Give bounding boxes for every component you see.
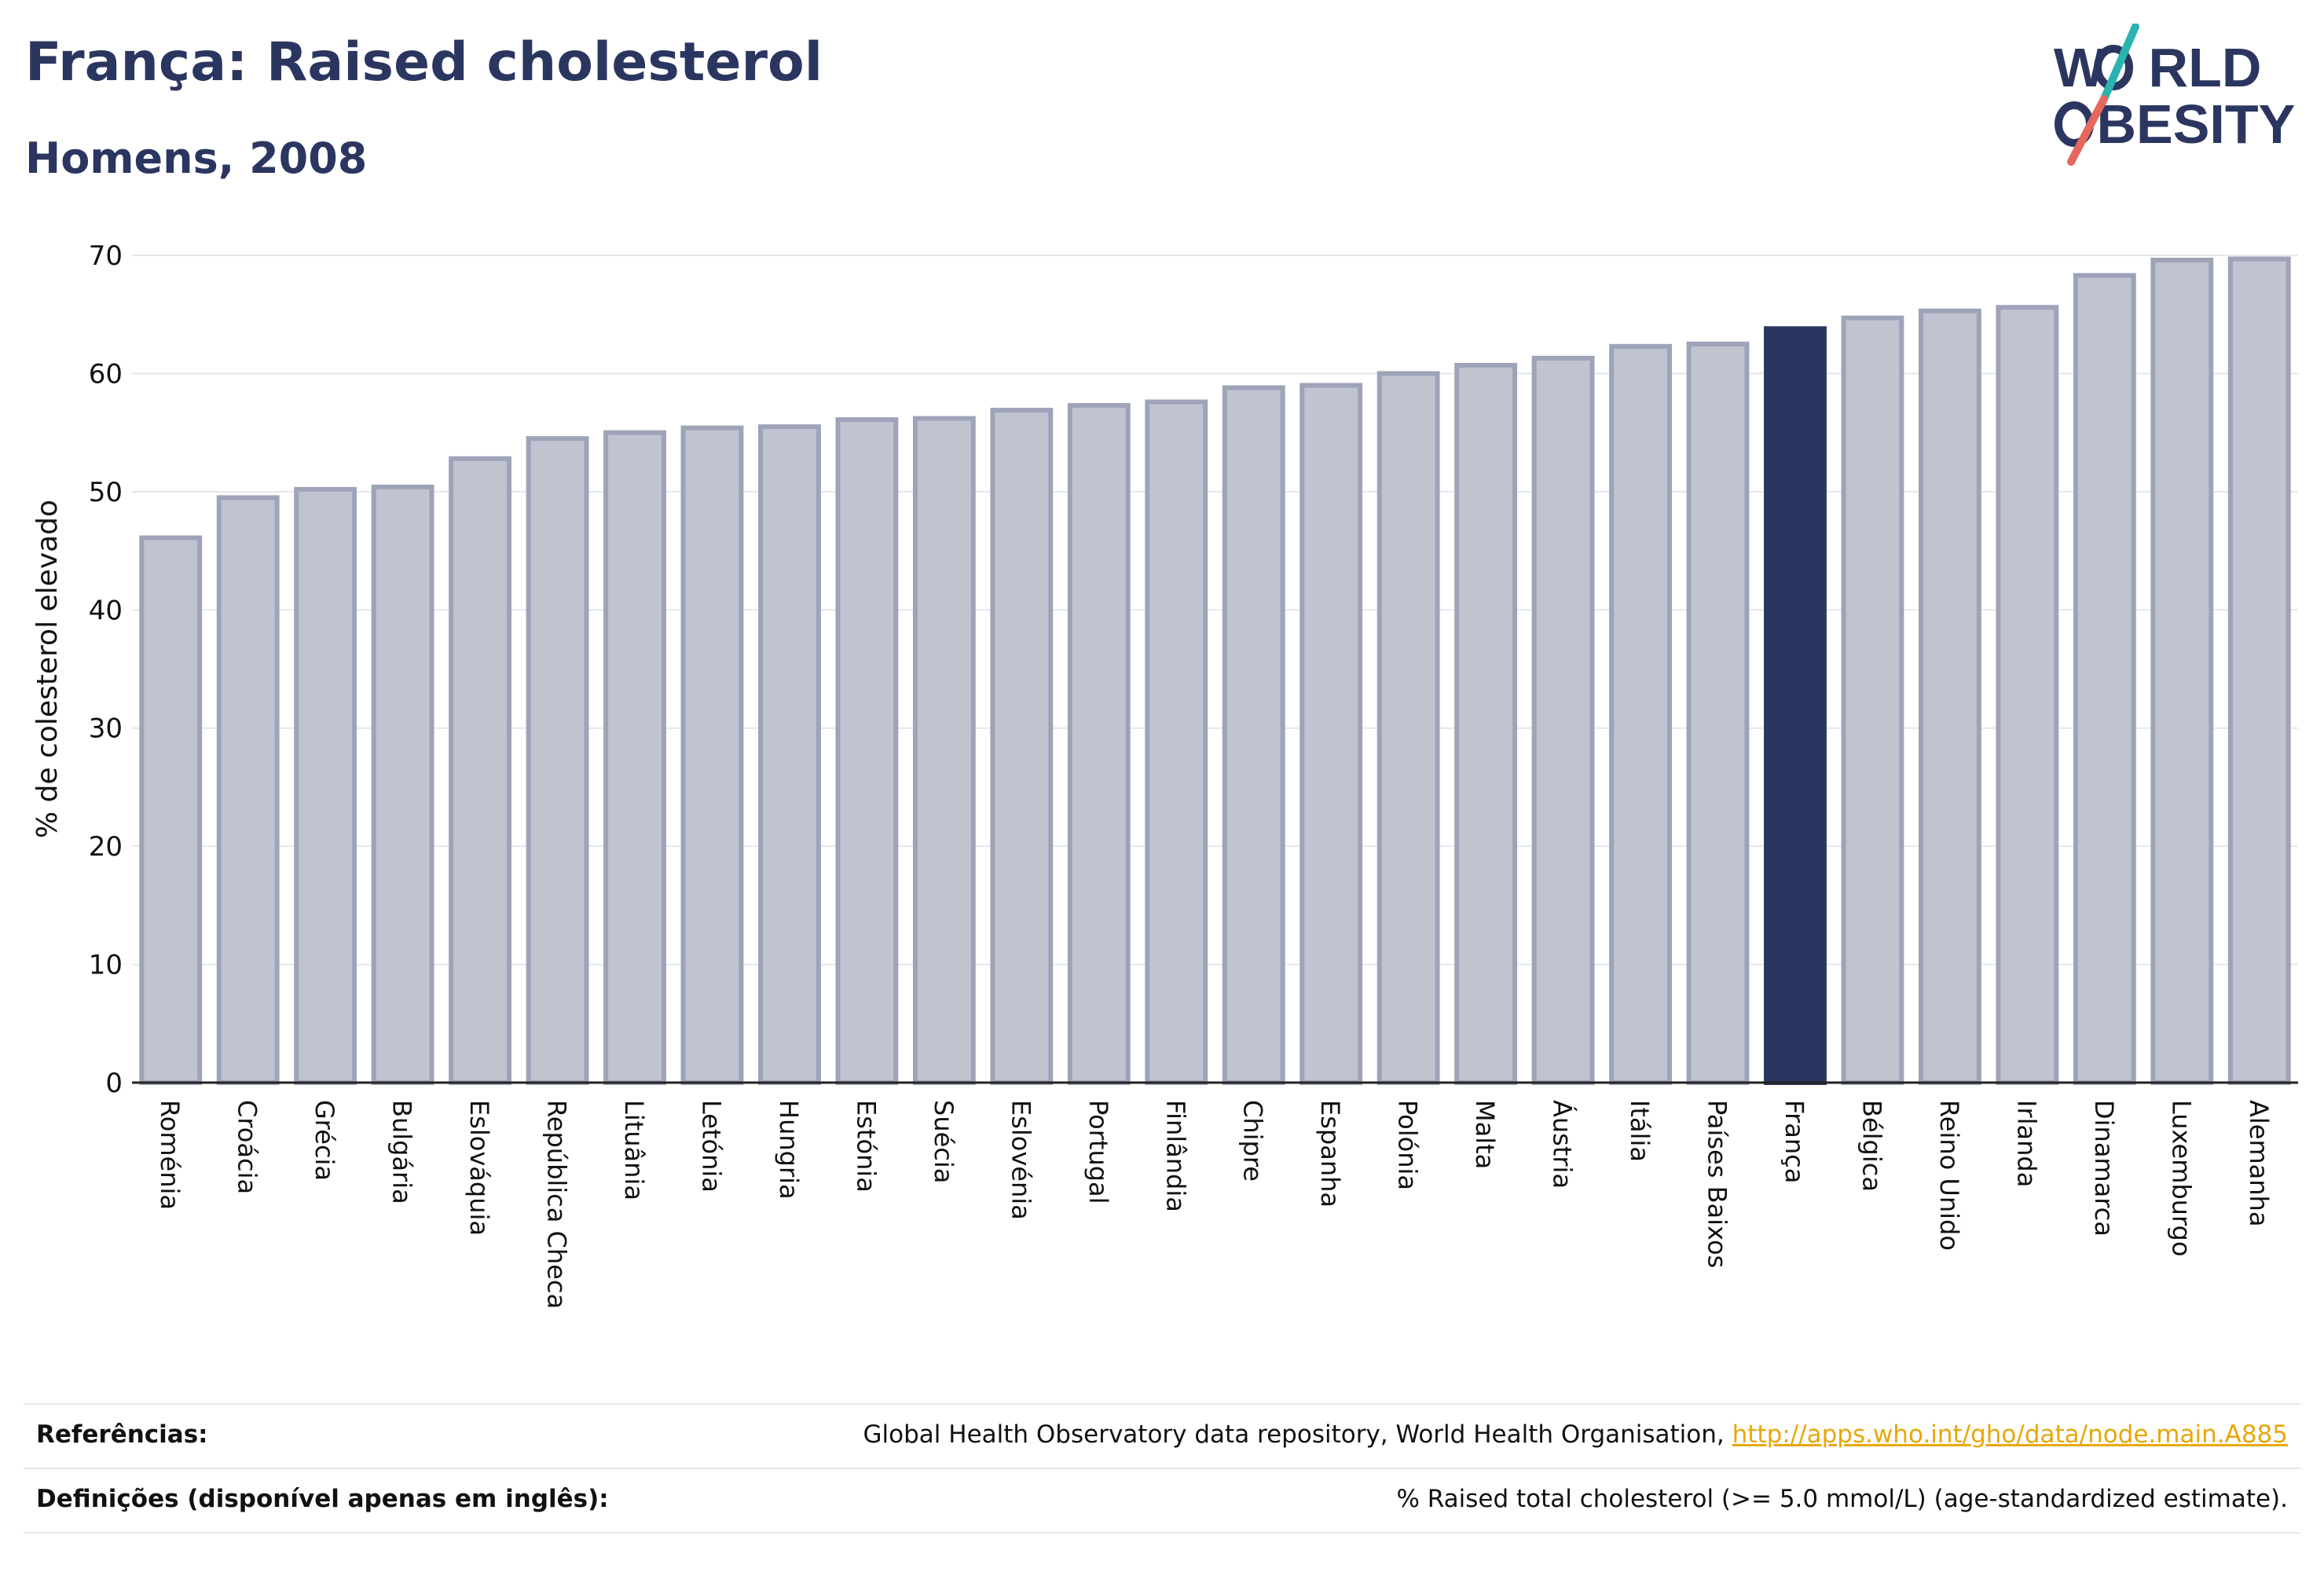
footer-middle-rule bbox=[24, 1468, 2300, 1469]
x-tick-label: Luxemburgo bbox=[2166, 1100, 2196, 1256]
definitions-row: Definições (disponível apenas em inglês)… bbox=[24, 1471, 2300, 1535]
bar[interactable] bbox=[1996, 305, 2059, 1085]
x-tick-label: República Checa bbox=[542, 1100, 572, 1309]
bar[interactable] bbox=[603, 430, 666, 1085]
x-tick-label: Roménia bbox=[155, 1100, 185, 1210]
references-text: Global Health Observatory data repositor… bbox=[863, 1420, 1732, 1449]
footer-top-rule bbox=[24, 1403, 2300, 1405]
references-value: Global Health Observatory data repositor… bbox=[863, 1420, 2288, 1449]
bar[interactable] bbox=[1686, 341, 1750, 1086]
x-tick-label: Bulgária bbox=[387, 1100, 417, 1204]
x-tick-label: Irlanda bbox=[2011, 1100, 2041, 1187]
bar[interactable] bbox=[1918, 308, 1981, 1085]
page-title: França: Raised cholesterol bbox=[25, 31, 823, 93]
bar[interactable] bbox=[139, 535, 203, 1085]
bar[interactable] bbox=[680, 425, 744, 1085]
x-tick-label: Dinamarca bbox=[2089, 1100, 2119, 1237]
bar[interactable] bbox=[1376, 371, 1440, 1085]
y-tick-label: 60 bbox=[89, 358, 123, 390]
x-tick-label: Finlândia bbox=[1160, 1100, 1190, 1212]
y-tick-label: 20 bbox=[89, 831, 123, 863]
chart-bars bbox=[139, 256, 2291, 1086]
world-obesity-logo: WORLD OBESITY bbox=[2054, 24, 2295, 166]
bar[interactable] bbox=[526, 436, 589, 1085]
bar[interactable] bbox=[2073, 273, 2136, 1085]
x-tick-label: Reino Unido bbox=[1934, 1100, 1964, 1251]
x-tick-label: Eslováquia bbox=[464, 1100, 494, 1236]
x-tick-label: Grécia bbox=[310, 1100, 339, 1181]
x-tick-label: Áustria bbox=[1548, 1100, 1578, 1189]
bar-chart: 0 10 20 30 40 50 60 70 Roménia Croácia Grécia Bulg… bbox=[31, 240, 2298, 1309]
bar[interactable] bbox=[1764, 326, 1827, 1086]
bar[interactable] bbox=[1454, 362, 1518, 1085]
page-subtitle: Homens, 2008 bbox=[25, 134, 368, 183]
x-tick-label: Países Baixos bbox=[1703, 1100, 1732, 1268]
x-tick-label: Espanha bbox=[1315, 1100, 1345, 1208]
x-tick-label: Hungria bbox=[774, 1100, 804, 1200]
x-tick-label: Chipre bbox=[1238, 1100, 1268, 1182]
bar[interactable] bbox=[758, 424, 821, 1085]
x-tick-label: França bbox=[1780, 1100, 1809, 1183]
y-tick-label: 50 bbox=[89, 477, 123, 508]
bar[interactable] bbox=[1222, 385, 1285, 1086]
bar[interactable] bbox=[835, 417, 899, 1085]
bar[interactable] bbox=[371, 484, 434, 1085]
x-axis-ticks: Roménia Croácia Grécia Bulgária Eslováquia Re… bbox=[155, 1100, 2274, 1309]
bar[interactable] bbox=[2150, 258, 2214, 1086]
x-tick-label: Bélgica bbox=[1857, 1100, 1886, 1192]
bar[interactable] bbox=[216, 495, 280, 1085]
bar[interactable] bbox=[294, 486, 357, 1085]
y-tick-label: 70 bbox=[89, 240, 123, 272]
bar[interactable] bbox=[1145, 399, 1208, 1085]
logo-line2: OBESITY bbox=[2054, 93, 2295, 155]
x-tick-label: Lituânia bbox=[619, 1100, 649, 1200]
bar[interactable] bbox=[449, 456, 512, 1085]
footer-bottom-rule bbox=[24, 1532, 2300, 1534]
y-axis-label: % de colesterol elevado bbox=[31, 500, 64, 838]
y-tick-label: 10 bbox=[89, 950, 123, 981]
x-tick-label: Letónia bbox=[696, 1100, 726, 1193]
x-tick-label: Alemanha bbox=[2244, 1100, 2274, 1226]
definitions-label: Definições (disponível apenas em inglês)… bbox=[36, 1485, 609, 1513]
bar[interactable] bbox=[2227, 256, 2291, 1086]
bar[interactable] bbox=[1531, 355, 1595, 1085]
bar[interactable] bbox=[1067, 403, 1131, 1085]
x-tick-label: Suécia bbox=[929, 1100, 959, 1183]
x-tick-label: Eslovénia bbox=[1006, 1100, 1036, 1220]
logo-slash-teal bbox=[2100, 24, 2139, 103]
y-tick-label: 40 bbox=[89, 595, 123, 626]
x-tick-label: Polónia bbox=[1393, 1100, 1423, 1190]
x-tick-label: Malta bbox=[1470, 1100, 1500, 1169]
references-label: Referências: bbox=[36, 1420, 208, 1449]
definitions-value: % Raised total cholesterol (>= 5.0 mmol/… bbox=[1396, 1485, 2288, 1513]
logo-slash-coral bbox=[2067, 95, 2108, 166]
x-tick-label: Portugal bbox=[1083, 1100, 1113, 1204]
y-tick-label: 30 bbox=[89, 713, 123, 745]
bar[interactable] bbox=[1609, 343, 1672, 1085]
x-tick-label: Croácia bbox=[233, 1100, 262, 1194]
bar[interactable] bbox=[1299, 383, 1363, 1085]
bar[interactable] bbox=[990, 408, 1054, 1085]
y-axis-ticks: 0 10 20 30 40 50 60 70 bbox=[89, 240, 123, 1099]
references-link[interactable]: http://apps.who.int/gho/data/node.main.A… bbox=[1732, 1420, 2288, 1449]
bar[interactable] bbox=[1841, 315, 1904, 1085]
x-tick-label: Estónia bbox=[851, 1100, 881, 1193]
y-tick-label: 0 bbox=[105, 1068, 123, 1099]
x-tick-label: Itália bbox=[1625, 1100, 1655, 1162]
bar[interactable] bbox=[912, 416, 976, 1085]
references-row: Referências: Global Health Observatory d… bbox=[24, 1406, 2300, 1471]
